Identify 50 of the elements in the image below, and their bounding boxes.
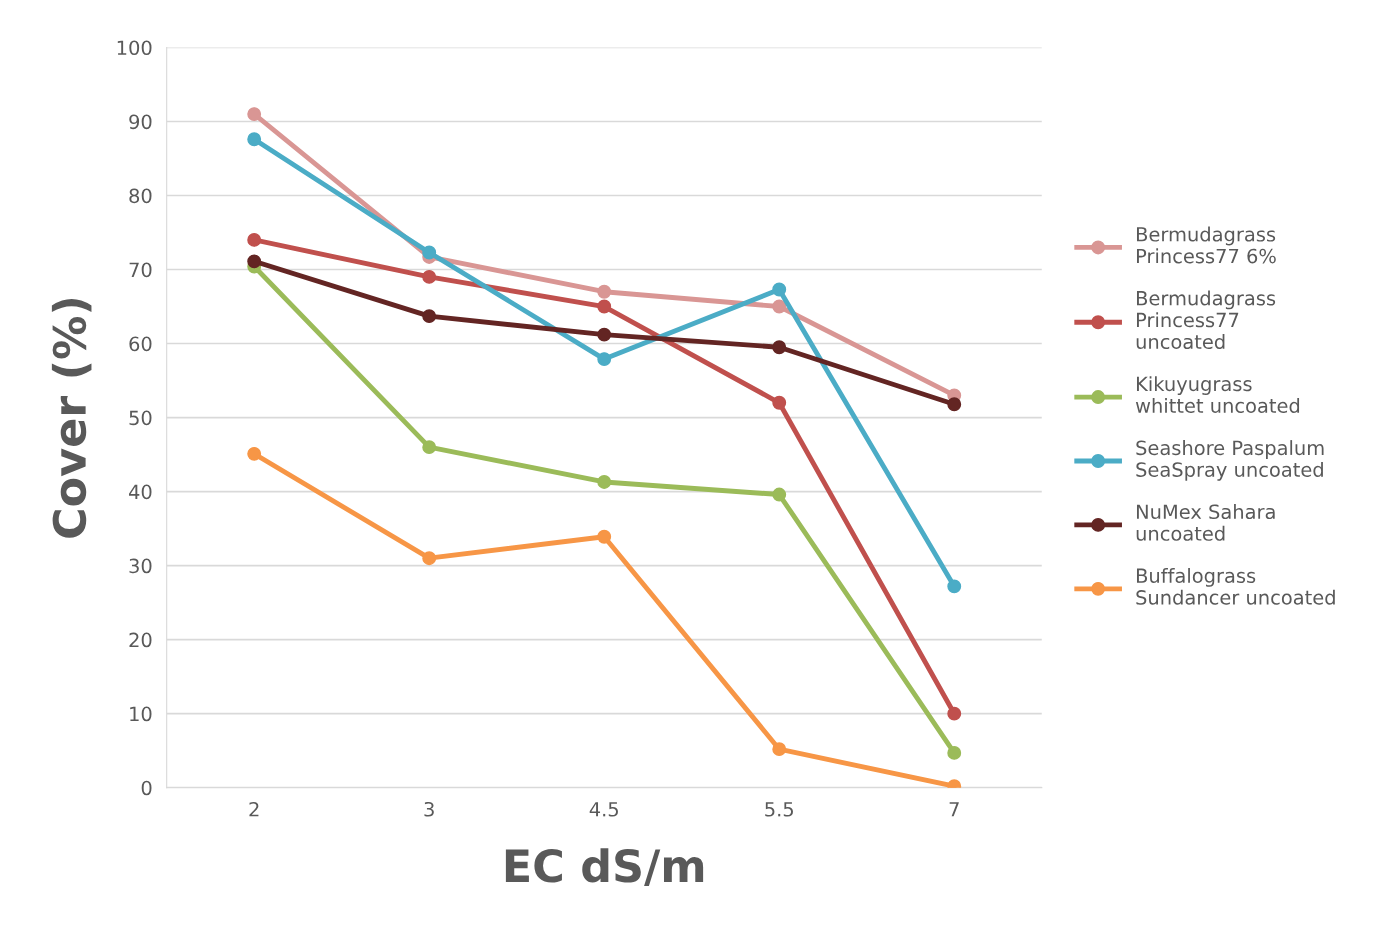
y-tick-label: 20: [129, 632, 152, 648]
point: [247, 232, 262, 247]
x-tick-label: 4.5: [589, 802, 618, 817]
point: [772, 487, 787, 502]
legend-label: NuMex Sahara uncoated: [1136, 504, 1275, 541]
point: [597, 299, 612, 314]
y-tick-label: 40: [129, 484, 152, 500]
point: [947, 745, 962, 760]
point: [422, 269, 437, 284]
x-tick-label: 3: [424, 801, 434, 817]
legend-label: Kikuyugrass whittet uncoated: [1135, 376, 1300, 414]
point: [772, 299, 787, 314]
legend-label: Seashore Paspalum SeaSpray uncoated: [1136, 440, 1324, 481]
y-tick-label: 10: [130, 706, 152, 722]
point: [772, 395, 787, 410]
point: [422, 309, 437, 324]
point: [597, 327, 612, 342]
point: [422, 551, 437, 566]
x-tick-label: 7: [949, 802, 959, 817]
y-tick-label: 80: [129, 188, 152, 204]
legend-label: Buffalograss Sundancer uncoated: [1136, 567, 1335, 605]
x-tick-label: 5.5: [765, 802, 793, 817]
point: [247, 254, 262, 269]
point: [422, 245, 437, 260]
point: [597, 284, 612, 299]
y-tick-label: 90: [129, 114, 152, 130]
point: [597, 529, 612, 544]
point: [947, 397, 962, 412]
point: [947, 579, 962, 594]
y-tick-label: 70: [129, 262, 152, 278]
point: [772, 742, 787, 757]
point: [772, 282, 787, 297]
point: [597, 352, 612, 367]
y-tick-label: 30: [129, 558, 152, 574]
point: [947, 706, 962, 721]
x-axis-title: EC dS/m: [505, 848, 704, 887]
y-tick-label: 100: [117, 40, 152, 56]
point: [772, 340, 787, 355]
y-tick-label: 50: [129, 410, 152, 426]
y-tick-label: 0: [141, 780, 152, 796]
point: [247, 132, 262, 147]
point: [597, 475, 612, 489]
y-axis-title: Cover (%): [51, 298, 92, 538]
legend-label: Bermudagrass Princess77 6%: [1136, 226, 1276, 264]
y-tick-label: 60: [129, 336, 152, 352]
point: [247, 446, 262, 461]
point: [247, 107, 262, 122]
x-tick-label: 2: [249, 801, 259, 817]
point: [422, 440, 437, 455]
legend-label: Bermudagrass Princess77 uncoated: [1136, 290, 1276, 350]
